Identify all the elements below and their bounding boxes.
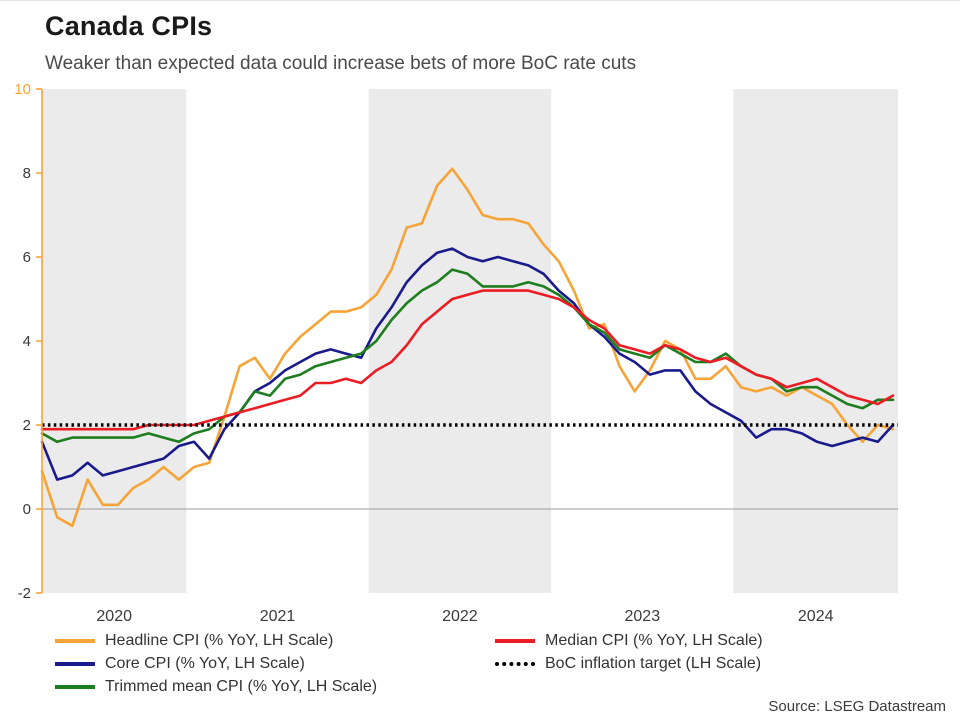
x-tick-label-2020: 2020: [96, 608, 132, 625]
series-line-headline-cpi: [40, 167, 895, 528]
page-subtitle: Weaker than expected data could increase…: [45, 53, 637, 74]
legend-marker-core-cpi: [55, 661, 95, 666]
legend-label-core-cpi: Core CPI (% YoY, LH Scale): [105, 654, 305, 672]
year-band-2024: [733, 89, 898, 593]
year-band-2022: [368, 89, 552, 593]
y-tick-label: 0: [23, 501, 31, 518]
legend-marker-headline-cpi: [55, 638, 95, 643]
legend-marker-median-cpi: [495, 638, 535, 643]
legend-label-headline-cpi: Headline CPI (% YoY, LH Scale): [105, 631, 334, 649]
legend-item-headline-cpi: Headline CPI (% YoY, LH Scale): [55, 629, 495, 652]
y-tick-label: 6: [23, 249, 31, 266]
y-tick-label: 2: [23, 417, 31, 434]
y-tick-label: -2: [18, 585, 31, 602]
legend-label-boc-inflation-target: BoC inflation target (LH Scale): [545, 654, 762, 672]
legend-label-trimmed-mean-cpi: Trimmed mean CPI (% YoY, LH Scale): [105, 677, 378, 695]
series-line-core-cpi: [40, 247, 895, 481]
chart-legend: Headline CPI (% YoY, LH Scale) Core CPI (…: [55, 629, 763, 698]
legend-item-median-cpi: Median CPI (% YoY, LH Scale): [495, 629, 763, 652]
legend-item-trimmed-mean-cpi: Trimmed mean CPI (% YoY, LH Scale): [55, 675, 495, 698]
page-title: Canada CPIs: [45, 11, 213, 41]
legend-item-core-cpi: Core CPI (% YoY, LH Scale): [55, 652, 495, 675]
legend-column-1: Headline CPI (% YoY, LH Scale) Core CPI (…: [55, 629, 495, 698]
y-tick-label: 8: [23, 165, 31, 182]
legend-column-2: Median CPI (% YoY, LH Scale) BoC inflatio…: [495, 629, 763, 698]
legend-item-boc-inflation-target: BoC inflation target (LH Scale): [495, 652, 763, 675]
cpi-line-chart: -2 0 2 4 6 8 10 2020 2021 2022 2023 2024: [14, 83, 898, 625]
source-note: Source: LSEG Datastream: [768, 698, 946, 715]
x-tick-label-2024: 2024: [798, 608, 834, 625]
legend-label-median-cpi: Median CPI (% YoY, LH Scale): [545, 631, 763, 649]
legend-marker-trimmed-mean-cpi: [55, 684, 95, 689]
year-band-2020: [42, 89, 187, 593]
y-tick-label: 10: [14, 83, 31, 98]
y-tick-label: 4: [23, 333, 31, 350]
x-tick-label-2023: 2023: [625, 608, 661, 625]
x-tick-label-2021: 2021: [260, 608, 296, 625]
legend-marker-boc-inflation-target: [495, 661, 535, 666]
x-tick-label-2022: 2022: [442, 608, 478, 625]
